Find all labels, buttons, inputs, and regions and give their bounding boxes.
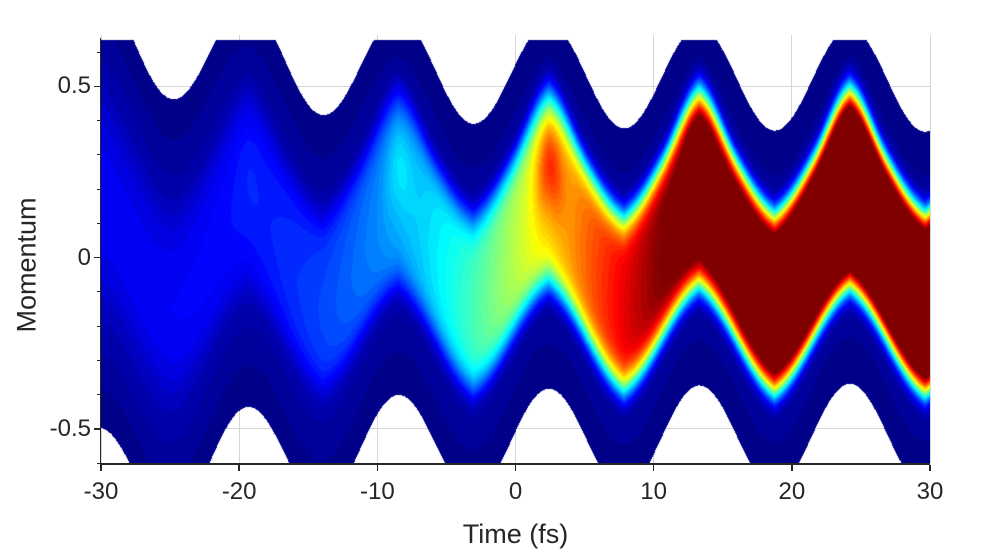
y-minor-tick [96, 394, 100, 396]
y-tick [93, 428, 100, 430]
y-minor-tick [96, 188, 100, 190]
y-minor-tick [96, 325, 100, 327]
y-tick [93, 256, 100, 259]
x-tick-label: 0 [508, 478, 523, 505]
vertical-gridline [929, 35, 931, 463]
x-tick [929, 464, 931, 471]
y-minor-tick [96, 222, 100, 224]
y-minor-tick [96, 462, 100, 464]
x-tick-label: -10 [359, 478, 395, 505]
x-tick-label: 20 [778, 478, 806, 505]
x-tick [100, 464, 102, 471]
y-axis-spine [99, 38, 101, 463]
y-minor-tick [96, 51, 100, 53]
y-minor-tick [96, 154, 100, 156]
x-tick [514, 464, 517, 471]
y-minor-tick [96, 359, 100, 361]
heatmap-canvas [101, 35, 930, 463]
y-tick-label: 0 [77, 243, 91, 271]
x-tick [791, 464, 793, 471]
x-tick-label: 30 [916, 478, 944, 505]
x-tick-label: -20 [221, 478, 257, 505]
y-axis-label: Momentum [11, 197, 42, 333]
x-axis-spine [99, 463, 930, 465]
x-tick-label: -30 [83, 478, 119, 505]
x-tick [652, 464, 655, 471]
y-tick [93, 85, 100, 88]
y-tick-label: -0.5 [49, 414, 91, 442]
x-axis-label: Time (fs) [462, 519, 569, 549]
x-tick [238, 464, 240, 471]
x-tick [376, 464, 379, 471]
y-minor-tick [96, 120, 100, 122]
y-tick-label: 0.5 [57, 72, 91, 100]
x-tick-label: 10 [640, 478, 668, 505]
y-minor-tick [96, 291, 100, 293]
